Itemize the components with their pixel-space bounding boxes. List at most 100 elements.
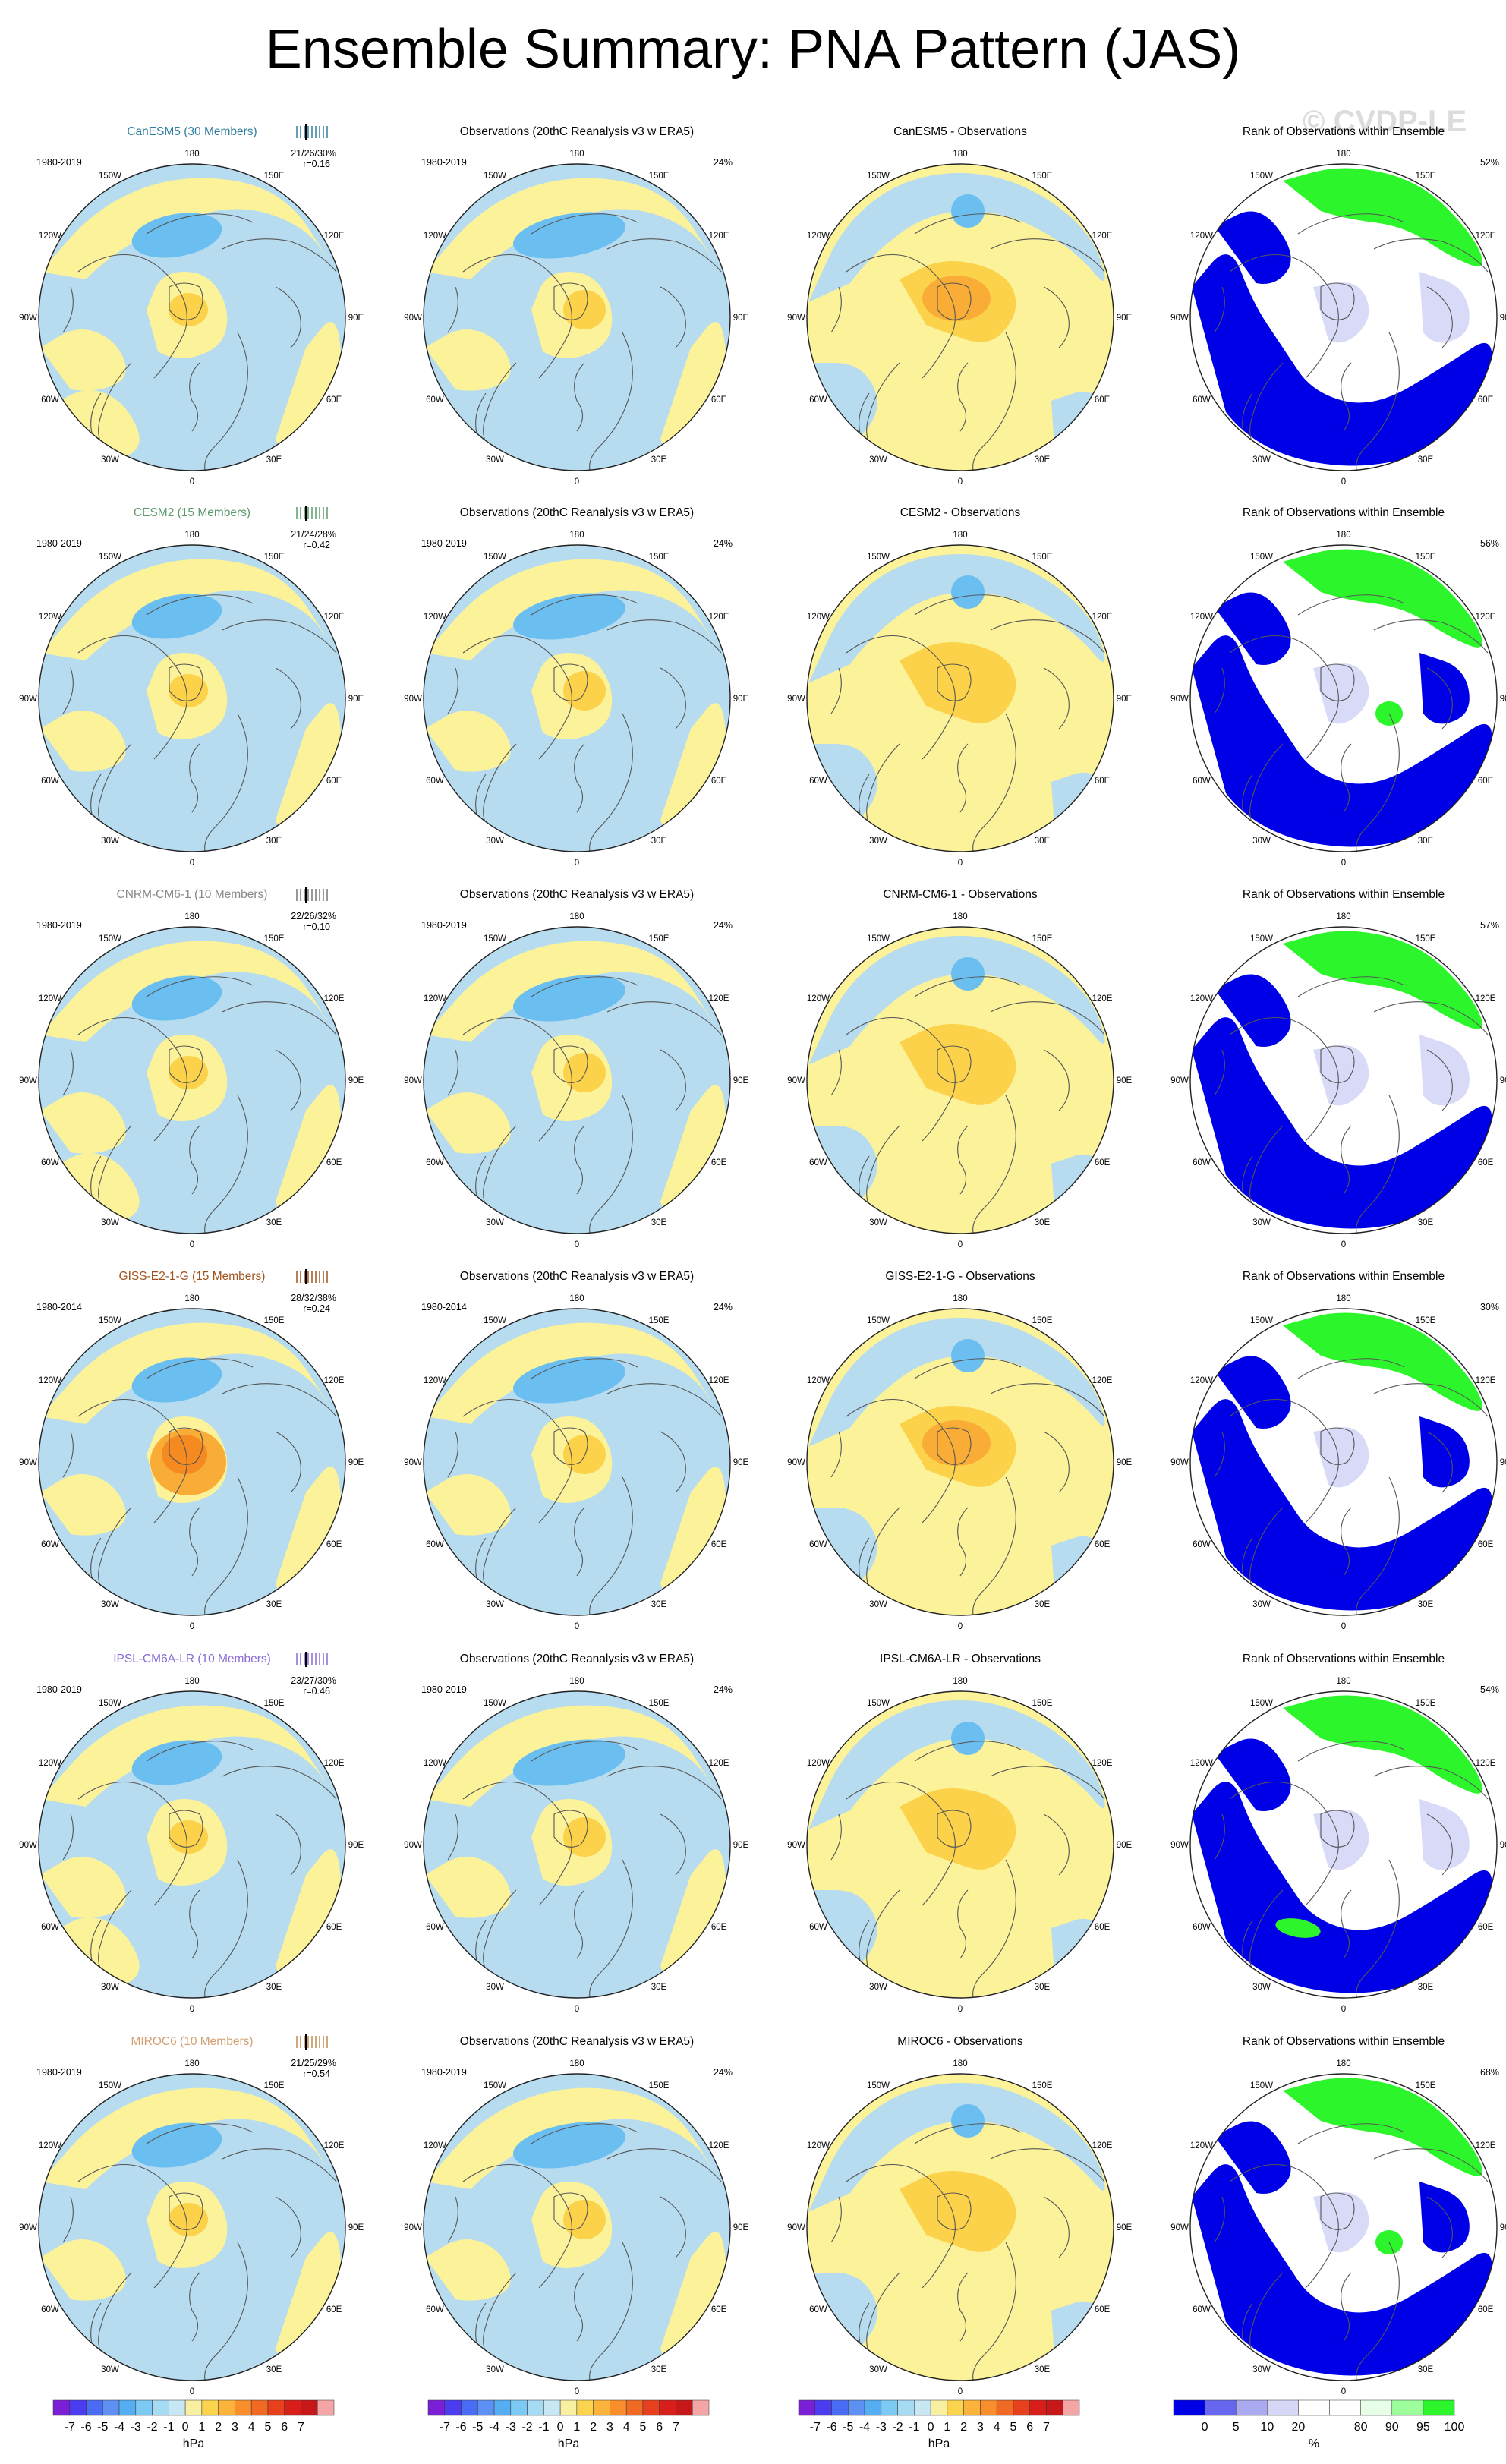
diff-title: CanESM5 - Observations	[893, 125, 1027, 138]
longitude-label: 60E	[1478, 1158, 1494, 1167]
colorbar-swatch	[610, 2399, 627, 2416]
longitude-label: 180	[1336, 1294, 1350, 1303]
longitude-label: 180	[569, 150, 584, 159]
colorbar-label: 100	[1445, 2421, 1465, 2434]
colorbar-swatch	[301, 2399, 318, 2416]
longitude-label: 120W	[1190, 613, 1213, 622]
longitude-label: 60E	[711, 1158, 727, 1167]
longitude-label: 60E	[1478, 2305, 1494, 2314]
longitude-label: 90W	[787, 695, 805, 704]
longitude-label: 90W	[1170, 2223, 1189, 2232]
colorbar-label: -2	[521, 2421, 532, 2434]
longitude-label: 120W	[39, 2141, 61, 2150]
pattern-correlation: r=0.24	[303, 1303, 330, 1314]
colorbar-swatch	[69, 2399, 87, 2416]
colorbar-label: 3	[977, 2421, 984, 2434]
diff-title: MIROC6 - Observations	[897, 2035, 1023, 2048]
obs-variance-pct: 24%	[714, 538, 733, 549]
longitude-label: 60E	[711, 1923, 727, 1932]
longitude-label: 60E	[1478, 395, 1494, 405]
colorbar-label: 10	[1260, 2421, 1274, 2434]
pattern-stats: 21/26/30%	[291, 148, 336, 159]
longitude-label: 120E	[1476, 994, 1496, 1004]
longitude-label: 30E	[1418, 2365, 1434, 2374]
longitude-label: 90E	[348, 1841, 364, 1850]
longitude-label: 30E	[651, 455, 667, 465]
longitude-label: 0	[1341, 477, 1346, 487]
pattern-stats: 22/26/32%	[291, 911, 336, 922]
longitude-label: 30W	[869, 1600, 887, 1609]
longitude-label: 0	[958, 2387, 963, 2396]
obs-variance-pct: 24%	[714, 1684, 733, 1695]
longitude-label: 60E	[1095, 1540, 1111, 1549]
colorbar-swatch	[152, 2399, 169, 2416]
longitude-label: 60E	[326, 1540, 342, 1549]
longitude-label: 150W	[99, 2081, 121, 2091]
longitude-label: 150E	[649, 2081, 670, 2091]
longitude-label: 0	[1341, 2005, 1346, 2014]
longitude-label: 90E	[348, 1458, 364, 1467]
longitude-label: 180	[953, 1294, 967, 1303]
longitude-label: 150W	[99, 172, 121, 181]
longitude-label: 90W	[19, 1076, 37, 1085]
colorbar-label: 0	[557, 2421, 564, 2434]
period-label: 1980-2019	[36, 2067, 82, 2078]
member-ticks	[296, 2034, 328, 2050]
obs-map-3: 180 150E 120E 90E 60E 30E 0 30W 60W 90W 120W 150W Ob…	[404, 888, 748, 1249]
longitude-label: 90E	[1500, 695, 1506, 704]
longitude-label: 0	[575, 477, 579, 487]
longitude-label: 60W	[809, 777, 827, 786]
colorbar-label: 3	[232, 2421, 238, 2434]
longitude-label: 120W	[39, 1759, 61, 1768]
colorbar-label: 0	[1202, 2421, 1208, 2434]
longitude-label: 0	[575, 859, 579, 868]
colorbar-label: -2	[147, 2421, 157, 2434]
colorbar-label: -3	[506, 2421, 516, 2434]
pattern-correlation: r=0.10	[303, 922, 330, 932]
longitude-label: 150W	[484, 1699, 506, 1708]
longitude-label: 150W	[867, 172, 890, 181]
colorbar-swatch	[427, 2399, 446, 2416]
obs-title: Observations (20thC Reanalysis v3 w ERA5…	[460, 125, 694, 138]
longitude-label: 60E	[326, 1158, 342, 1167]
longitude-label: 120E	[324, 2141, 345, 2150]
colorbar-swatch	[250, 2399, 269, 2416]
longitude-label: 180	[184, 150, 199, 159]
colorbar-swatch	[1329, 2399, 1361, 2416]
rank-map-2: 180 150E 120E 90E 60E 30E 0 30W 60W 90W 120W 150W Ra…	[1170, 506, 1506, 868]
rank-pct: 54%	[1480, 1684, 1499, 1695]
longitude-label: 150W	[867, 553, 890, 562]
longitude-label: 90W	[787, 2223, 805, 2232]
watermark: © CVDP-LE	[1303, 105, 1467, 138]
longitude-label: 120E	[709, 1759, 729, 1768]
colorbar-swatch	[1267, 2399, 1299, 2416]
longitude-label: 30E	[1035, 1600, 1051, 1609]
longitude-label: 150E	[1032, 2081, 1053, 2091]
longitude-label: 120W	[424, 613, 446, 622]
colorbar-swatch	[1013, 2399, 1030, 2416]
longitude-label: 30W	[1252, 1600, 1271, 1609]
longitude-label: 120W	[39, 994, 61, 1004]
colorbar-swatch	[963, 2399, 981, 2416]
obs-variance-pct: 24%	[714, 2067, 733, 2078]
longitude-label: 30W	[486, 2365, 504, 2374]
rank-title: Rank of Observations within Ensemble	[1243, 888, 1445, 901]
longitude-label: 150W	[867, 934, 890, 944]
longitude-label: 60W	[426, 2305, 444, 2314]
longitude-label: 90W	[1170, 1458, 1189, 1467]
longitude-label: 30W	[486, 837, 504, 846]
page-title: Ensemble Summary: PNA Pattern (JAS)	[265, 19, 1241, 80]
colorbar-swatch	[642, 2399, 660, 2416]
colorbar-label: 5	[1010, 2421, 1016, 2434]
diff-map-1: 180 150E 120E 90E 60E 30E 0 30W 60W 90W 120W 150W Ca…	[787, 125, 1132, 487]
colorbar-label: 6	[281, 2421, 288, 2434]
colorbar-swatch	[1062, 2399, 1080, 2416]
rank-title: Rank of Observations within Ensemble	[1243, 1270, 1445, 1283]
longitude-label: 30E	[1418, 1983, 1434, 1992]
period-label: 1980-2019	[36, 538, 82, 549]
longitude-label: 60W	[809, 1540, 827, 1549]
longitude-label: 60E	[1478, 1923, 1494, 1932]
colorbar-swatch	[881, 2399, 898, 2416]
longitude-label: 30W	[1252, 455, 1271, 465]
longitude-label: 150E	[264, 2081, 285, 2091]
